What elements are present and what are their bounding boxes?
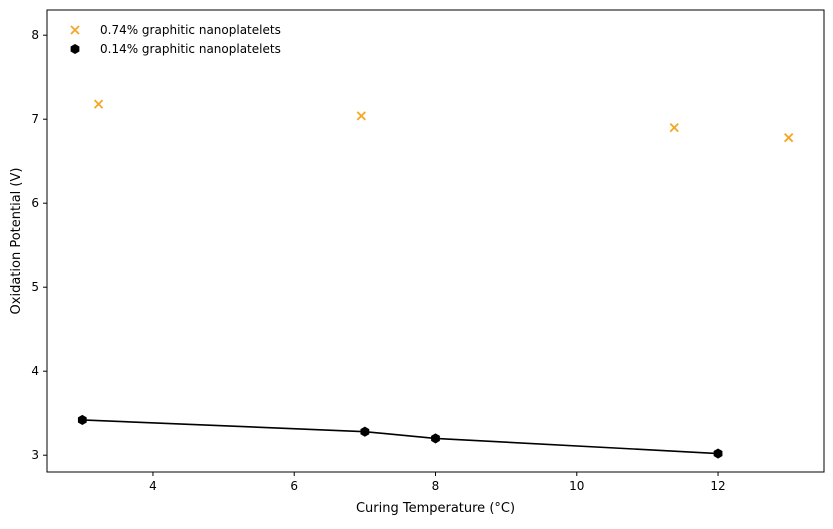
- x-axis-label: Curing Temperature (°C): [356, 501, 515, 516]
- x-tick-label: 12: [710, 479, 725, 493]
- x-tick-label: 6: [290, 479, 298, 493]
- y-axis-ticks: 3 4 5 6 7 8: [31, 28, 47, 462]
- y-tick-label: 5: [31, 280, 39, 294]
- data-point: [784, 133, 794, 143]
- x-marker-stroke: [70, 25, 80, 35]
- legend-label: 0.74% graphitic nanoplatelets: [100, 23, 281, 37]
- data-point: [669, 122, 679, 133]
- legend-label: 0.14% graphitic nanoplatelets: [100, 42, 281, 56]
- x-marker-stroke: [93, 99, 104, 109]
- legend: 0.74% graphitic nanoplatelets 0.14% graph…: [70, 23, 281, 56]
- series-line: [82, 419, 719, 455]
- series-0: [93, 99, 794, 143]
- data-point: [360, 426, 370, 437]
- x-axis-ticks: 4 6 8 10 12: [149, 472, 726, 493]
- data-point: [713, 448, 723, 459]
- data-point: [356, 111, 366, 121]
- x-marker-stroke: [356, 111, 366, 121]
- y-tick-label: 4: [31, 364, 39, 378]
- plot-area: [46, 9, 825, 473]
- x-marker-stroke: [669, 122, 679, 133]
- y-tick-label: 6: [31, 196, 39, 210]
- data-point: [431, 433, 440, 444]
- series-1: [77, 414, 723, 459]
- x-tick-label: 4: [149, 479, 157, 493]
- data-point: [93, 99, 104, 109]
- x-tick-label: 10: [569, 479, 584, 493]
- y-tick-label: 3: [31, 448, 39, 462]
- y-tick-label: 7: [31, 112, 39, 126]
- y-axis-label: Oxidation Potential (V): [9, 168, 24, 315]
- data-layer: [77, 99, 794, 459]
- y-tick-label: 8: [31, 28, 39, 42]
- legend-marker: [70, 43, 80, 55]
- x-marker-stroke: [784, 133, 794, 143]
- legend-marker: [70, 25, 80, 35]
- data-point: [77, 414, 87, 425]
- x-tick-label: 8: [432, 479, 440, 493]
